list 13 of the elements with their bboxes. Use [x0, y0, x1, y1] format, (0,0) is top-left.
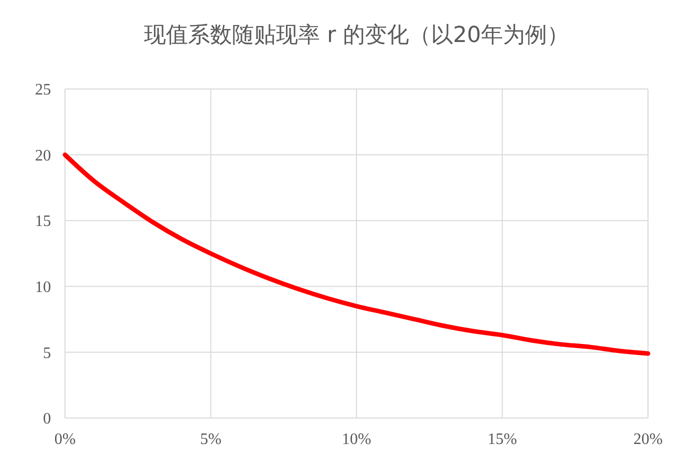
x-tick-label: 5%: [200, 431, 222, 448]
y-tick-label: 5: [43, 344, 51, 362]
x-tick-label: 20%: [633, 431, 663, 448]
chart-title: 现值系数随贴现率 r 的变化（以20年为例）: [144, 23, 570, 48]
x-tick-label: 10%: [342, 431, 372, 448]
x-tick-label: 0%: [54, 431, 76, 448]
x-tick-label: 15%: [488, 431, 517, 448]
line-series: [62, 152, 650, 356]
y-tick-label: 25: [35, 82, 51, 99]
y-tick-label: 0: [43, 410, 51, 428]
y-tick-label: 20: [35, 147, 51, 164]
y-tick-label: 15: [35, 213, 51, 230]
y-tick-label: 10: [35, 279, 51, 296]
